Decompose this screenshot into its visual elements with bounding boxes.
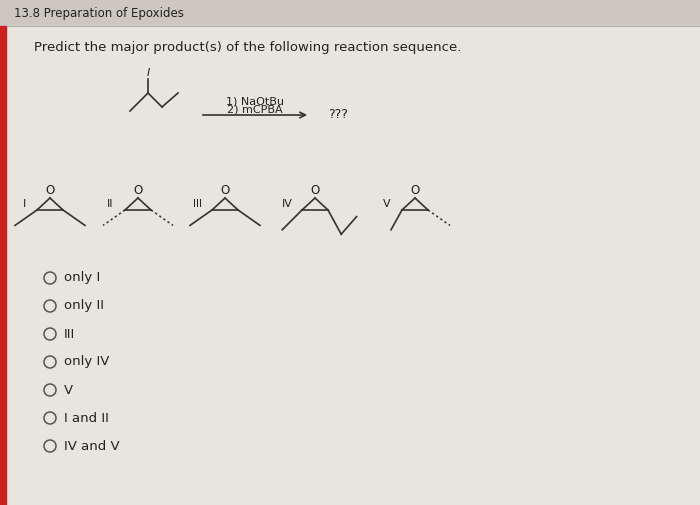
Text: ???: ???: [328, 109, 348, 122]
Text: IV: IV: [281, 199, 293, 209]
Text: IV and V: IV and V: [64, 439, 120, 452]
Text: V: V: [383, 199, 391, 209]
Text: III: III: [64, 328, 76, 340]
Text: Predict the major product(s) of the following reaction sequence.: Predict the major product(s) of the foll…: [34, 41, 461, 55]
Text: O: O: [134, 184, 143, 197]
Text: I and II: I and II: [64, 412, 109, 425]
Text: O: O: [410, 184, 419, 197]
Text: O: O: [220, 184, 230, 197]
Text: only I: only I: [64, 272, 100, 284]
Text: II: II: [106, 199, 113, 209]
Text: I: I: [22, 199, 26, 209]
Text: only II: only II: [64, 299, 104, 313]
Text: O: O: [310, 184, 320, 197]
Text: V: V: [64, 383, 73, 396]
Text: III: III: [193, 199, 202, 209]
Text: I: I: [146, 68, 150, 78]
Text: only IV: only IV: [64, 356, 109, 369]
Text: 13.8 Preparation of Epoxides: 13.8 Preparation of Epoxides: [14, 7, 184, 20]
Text: O: O: [46, 184, 55, 197]
Text: 2) mCPBA: 2) mCPBA: [228, 105, 283, 115]
Text: 1) NaOtBu: 1) NaOtBu: [226, 96, 284, 106]
